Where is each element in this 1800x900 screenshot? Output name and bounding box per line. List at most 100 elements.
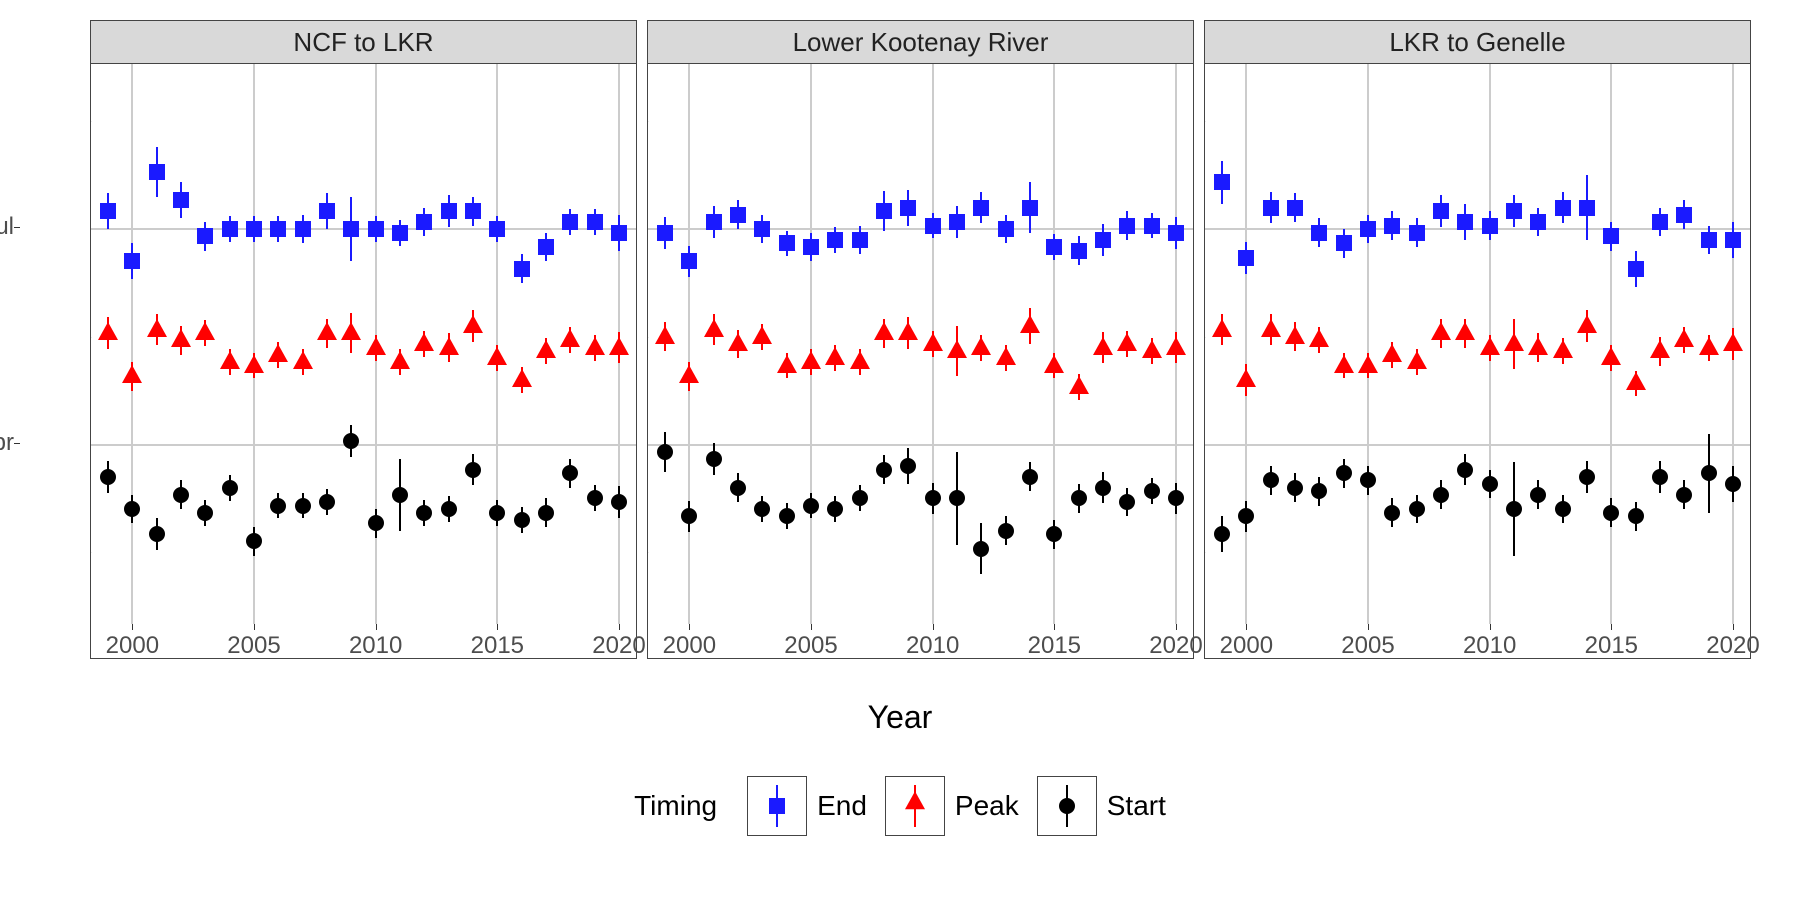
start-point	[827, 501, 843, 517]
legend-item-peak: Peak	[885, 776, 1019, 836]
x-tick-label: 2005	[227, 632, 280, 660]
end-point	[779, 235, 795, 251]
peak-point	[609, 341, 629, 355]
start-point	[319, 494, 335, 510]
end-point	[1263, 200, 1279, 216]
peak-point	[850, 355, 870, 369]
x-axis-label: Year	[20, 699, 1780, 736]
start-point	[925, 490, 941, 506]
end-point	[124, 253, 140, 269]
start-point	[538, 505, 554, 521]
peak-point	[1142, 344, 1162, 358]
peak-point	[1020, 319, 1040, 333]
start-point	[1311, 483, 1327, 499]
peak-point	[1504, 337, 1524, 351]
end-point	[1433, 203, 1449, 219]
peak-point	[414, 337, 434, 351]
peak-point	[679, 369, 699, 383]
legend-label: Peak	[955, 790, 1019, 822]
end-point	[1676, 207, 1692, 223]
legend-items: EndPeakStart	[747, 776, 1166, 836]
legend-key-box	[747, 776, 807, 836]
peak-point	[996, 351, 1016, 365]
start-point	[1119, 494, 1135, 510]
legend-key-box	[885, 776, 945, 836]
end-point	[1457, 214, 1473, 230]
peak-point	[536, 344, 556, 358]
peak-point	[898, 326, 918, 340]
start-point	[1336, 465, 1352, 481]
start-point	[1095, 480, 1111, 496]
start-point	[368, 515, 384, 531]
peak-point	[1674, 333, 1694, 347]
peak-point	[947, 344, 967, 358]
end-point	[441, 203, 457, 219]
peak-point	[147, 323, 167, 337]
end-point	[1506, 203, 1522, 219]
peak-point	[1069, 380, 1089, 394]
y-axis-ticks: AprJul	[20, 20, 90, 622]
end-point	[1725, 232, 1741, 248]
facet-panel: NCF to LKR20002005201020152020	[90, 20, 637, 659]
y-tick-label: Jul	[0, 213, 14, 241]
start-point	[803, 498, 819, 514]
start-point	[100, 469, 116, 485]
start-point	[1506, 501, 1522, 517]
end-point	[270, 221, 286, 237]
x-tick-label: 2020	[1149, 632, 1202, 660]
end-point	[514, 261, 530, 277]
start-point	[1530, 487, 1546, 503]
peak-point	[1431, 326, 1451, 340]
end-point	[489, 221, 505, 237]
end-point	[657, 225, 673, 241]
end-point	[1579, 200, 1595, 216]
legend-item-start: Start	[1037, 776, 1166, 836]
legend-label: Start	[1107, 790, 1166, 822]
facet-strip: Lower Kootenay River	[648, 21, 1193, 64]
start-point	[657, 444, 673, 460]
peak-point	[777, 359, 797, 373]
end-point	[1119, 218, 1135, 234]
start-point	[124, 501, 140, 517]
end-point	[343, 221, 359, 237]
start-point	[1725, 476, 1741, 492]
peak-point	[1699, 341, 1719, 355]
x-tick-label: 2015	[1585, 632, 1638, 660]
y-tick-label: Apr	[0, 429, 14, 457]
end-point	[149, 164, 165, 180]
start-point	[173, 487, 189, 503]
end-point	[416, 214, 432, 230]
start-point	[295, 498, 311, 514]
x-tick-label: 2000	[106, 632, 159, 660]
end-point	[295, 221, 311, 237]
peak-point	[487, 351, 507, 365]
peak-point	[874, 326, 894, 340]
plot-area	[91, 64, 636, 624]
peak-point	[1261, 323, 1281, 337]
end-point	[368, 221, 384, 237]
end-point	[1287, 200, 1303, 216]
end-point	[876, 203, 892, 219]
peak-point	[1358, 359, 1378, 373]
start-point	[246, 533, 262, 549]
x-tick-label: 2010	[906, 632, 959, 660]
start-point	[489, 505, 505, 521]
start-point	[1433, 487, 1449, 503]
end-point	[1168, 225, 1184, 241]
start-point	[1457, 462, 1473, 478]
start-point	[876, 462, 892, 478]
end-point	[1384, 218, 1400, 234]
start-point	[222, 480, 238, 496]
end-point	[465, 203, 481, 219]
start-point	[1409, 501, 1425, 517]
end-point	[1555, 200, 1571, 216]
chart-container: Spawn Timing AprJul NCF to LKR2000200520…	[20, 20, 1780, 836]
start-point	[1555, 501, 1571, 517]
start-point	[730, 480, 746, 496]
start-point	[1144, 483, 1160, 499]
start-point	[465, 462, 481, 478]
start-point	[1287, 480, 1303, 496]
peak-point	[171, 333, 191, 347]
peak-point	[801, 355, 821, 369]
peak-point	[825, 351, 845, 365]
